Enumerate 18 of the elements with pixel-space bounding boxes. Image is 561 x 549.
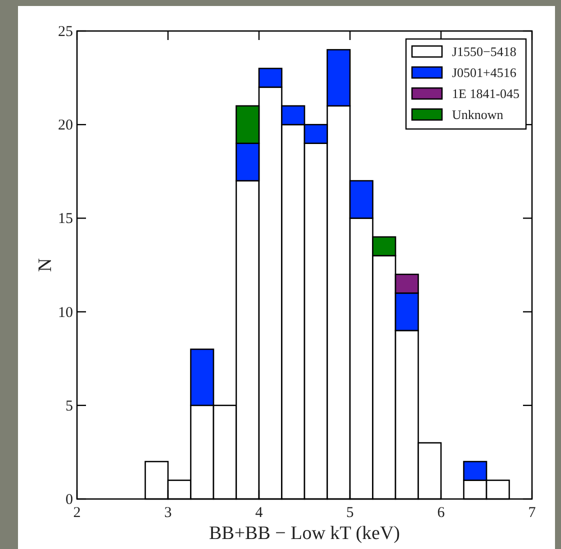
y-tick-label: 5 (66, 398, 73, 414)
legend-label: J1550−5418 (452, 44, 516, 59)
x-tick-label: 7 (528, 505, 536, 521)
x-axis-title: BB+BB − Low kT (keV) (208, 523, 400, 544)
legend-label: J0501+4516 (452, 65, 517, 80)
y-tick-label: 10 (58, 304, 73, 321)
y-tick-label: 20 (58, 118, 73, 134)
x-tick-label: 2 (73, 505, 81, 521)
x-tick-label: 5 (346, 505, 354, 521)
y-tick-label: 15 (58, 211, 73, 228)
x-tick-label: 6 (437, 505, 446, 521)
x-tick-label: 3 (164, 505, 172, 521)
y-axis-title: N (35, 258, 56, 272)
legend-label: Unknown (452, 107, 504, 122)
legend-label: 1E 1841-045 (452, 86, 520, 101)
y-tick-label: 25 (58, 24, 73, 40)
y-tick-label: 0 (66, 492, 73, 508)
x-tick-label: 4 (255, 505, 264, 521)
